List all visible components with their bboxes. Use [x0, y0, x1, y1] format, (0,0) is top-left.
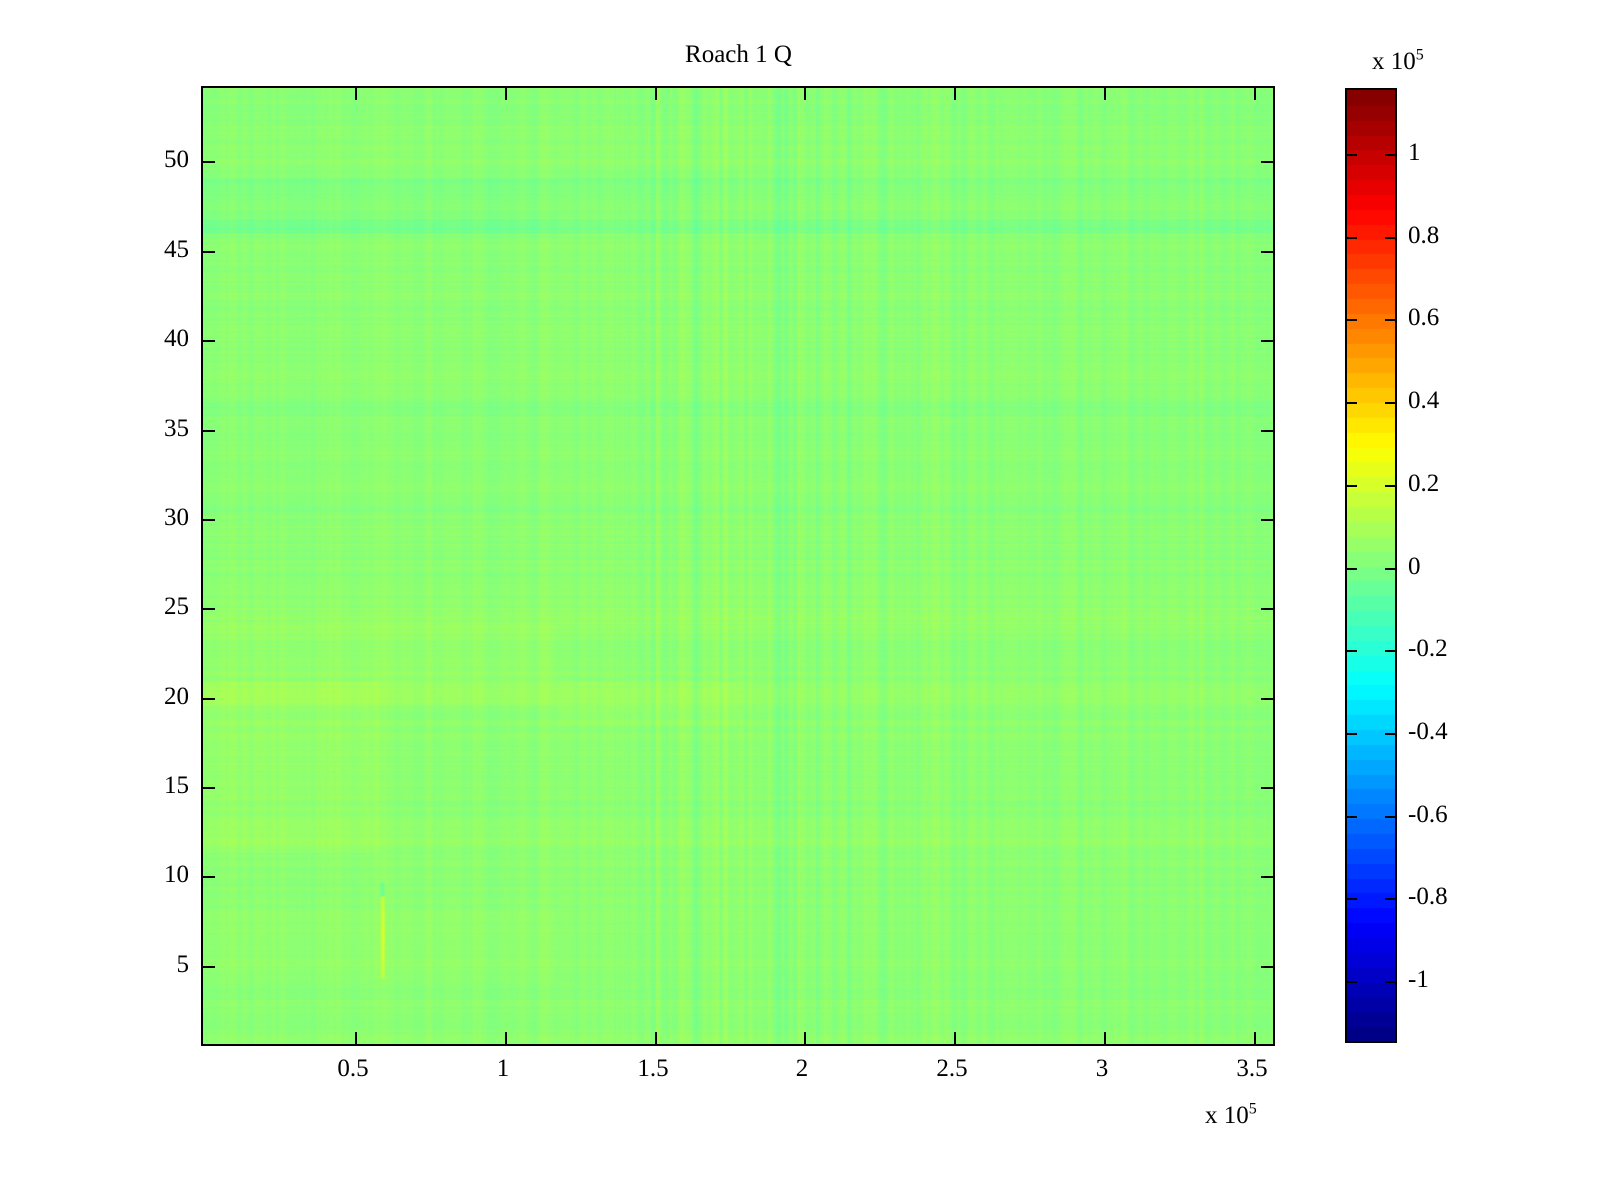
y-axis-tick	[1261, 340, 1273, 342]
y-axis-tick	[1261, 161, 1273, 163]
colorbar-tick-label: 0.8	[1408, 222, 1440, 249]
x-axis-tick	[1104, 88, 1106, 100]
x-axis-exponent-label: x 105	[1205, 1100, 1257, 1129]
colorbar-tick-label: -1	[1408, 966, 1429, 993]
colorbar-tick-label: -0.4	[1408, 718, 1448, 745]
colorbar-tick	[1385, 485, 1395, 487]
colorbar-tick	[1385, 568, 1395, 570]
y-axis-tick	[203, 787, 215, 789]
heatmap-axes[interactable]	[201, 86, 1275, 1046]
y-axis-tick-label: 15	[164, 772, 189, 799]
y-axis-tick-label: 20	[164, 683, 189, 710]
y-axis-tick-label: 40	[164, 325, 189, 352]
y-axis-tick	[1261, 430, 1273, 432]
x-axis-tick	[954, 88, 956, 100]
colorbar-tick-label: 1	[1408, 139, 1421, 166]
y-axis-tick	[203, 251, 215, 253]
colorbar-tick	[1385, 402, 1395, 404]
x-axis-tick-label: 3	[1095, 1055, 1109, 1082]
colorbar-tick-label: 0.4	[1408, 387, 1440, 414]
colorbar-tick-label: 0.2	[1408, 470, 1440, 497]
page-title: Roach 1 Q	[685, 41, 792, 68]
colorbar[interactable]	[1345, 88, 1397, 1043]
colorbar-tick	[1385, 898, 1395, 900]
y-axis-tick	[1261, 787, 1273, 789]
colorbar-tick	[1385, 237, 1395, 239]
x-axis-tick	[1104, 1032, 1106, 1044]
colorbar-tick	[1385, 733, 1395, 735]
colorbar-tick	[1347, 816, 1357, 818]
colorbar-tick	[1347, 154, 1357, 156]
colorbar-tick-label: -0.8	[1408, 883, 1448, 910]
y-axis-tick-label: 35	[164, 415, 189, 442]
colorbar-tick-label: 0	[1408, 553, 1421, 580]
x-axis-tick	[804, 88, 806, 100]
x-axis-tick	[355, 1032, 357, 1044]
x-axis-tick-label: 2	[795, 1055, 809, 1082]
colorbar-tick	[1385, 816, 1395, 818]
heatmap-image[interactable]	[203, 88, 1273, 1044]
x-axis-tick	[355, 88, 357, 100]
colorbar-tick-label: 0.6	[1408, 304, 1440, 331]
x-axis-tick	[954, 1032, 956, 1044]
y-axis-tick	[203, 876, 215, 878]
y-axis-tick	[1261, 608, 1273, 610]
x-axis-tick	[505, 88, 507, 100]
colorbar-tick	[1347, 733, 1357, 735]
colorbar-tick	[1347, 237, 1357, 239]
colorbar-tick	[1347, 898, 1357, 900]
x-axis-tick	[505, 1032, 507, 1044]
x-axis-tick-label: 1.5	[637, 1055, 669, 1082]
x-axis-tick	[1254, 88, 1256, 100]
y-axis-tick	[203, 430, 215, 432]
colorbar-tick-label: -0.6	[1408, 801, 1448, 828]
y-axis-tick	[203, 340, 215, 342]
colorbar-tick-label: -0.2	[1408, 635, 1448, 662]
colorbar-tick	[1347, 650, 1357, 652]
y-axis-tick-label: 25	[164, 593, 189, 620]
y-axis-tick	[203, 519, 215, 521]
y-axis-tick	[1261, 251, 1273, 253]
x-axis-tick-label: 1	[496, 1055, 510, 1082]
colorbar-tick	[1385, 981, 1395, 983]
y-axis-tick	[203, 608, 215, 610]
colorbar-exponent-label: x 105	[1372, 46, 1424, 75]
y-axis-tick-label: 50	[164, 146, 189, 173]
x-axis-tick-label: 2.5	[936, 1055, 968, 1082]
colorbar-tick	[1385, 650, 1395, 652]
colorbar-tick	[1347, 568, 1357, 570]
y-axis-tick	[1261, 876, 1273, 878]
x-axis-tick-label: 0.5	[337, 1055, 369, 1082]
y-axis-tick-label: 10	[164, 861, 189, 888]
colorbar-tick	[1347, 981, 1357, 983]
y-axis-tick	[203, 698, 215, 700]
colorbar-tick	[1347, 485, 1357, 487]
colorbar-tick	[1385, 319, 1395, 321]
y-axis-tick-label: 5	[176, 951, 190, 978]
y-axis-tick-label: 30	[164, 504, 189, 531]
y-axis-tick	[203, 966, 215, 968]
x-axis-tick	[655, 88, 657, 100]
y-axis-tick	[1261, 519, 1273, 521]
x-axis-tick	[1254, 1032, 1256, 1044]
y-axis-tick	[203, 161, 215, 163]
x-axis-tick-label: 3.5	[1236, 1055, 1268, 1082]
colorbar-tick	[1347, 402, 1357, 404]
colorbar-tick	[1347, 319, 1357, 321]
y-axis-tick	[1261, 966, 1273, 968]
y-axis-tick-label: 45	[164, 236, 189, 263]
colorbar-tick	[1385, 154, 1395, 156]
y-axis-tick	[1261, 698, 1273, 700]
x-axis-tick	[804, 1032, 806, 1044]
x-axis-tick	[655, 1032, 657, 1044]
